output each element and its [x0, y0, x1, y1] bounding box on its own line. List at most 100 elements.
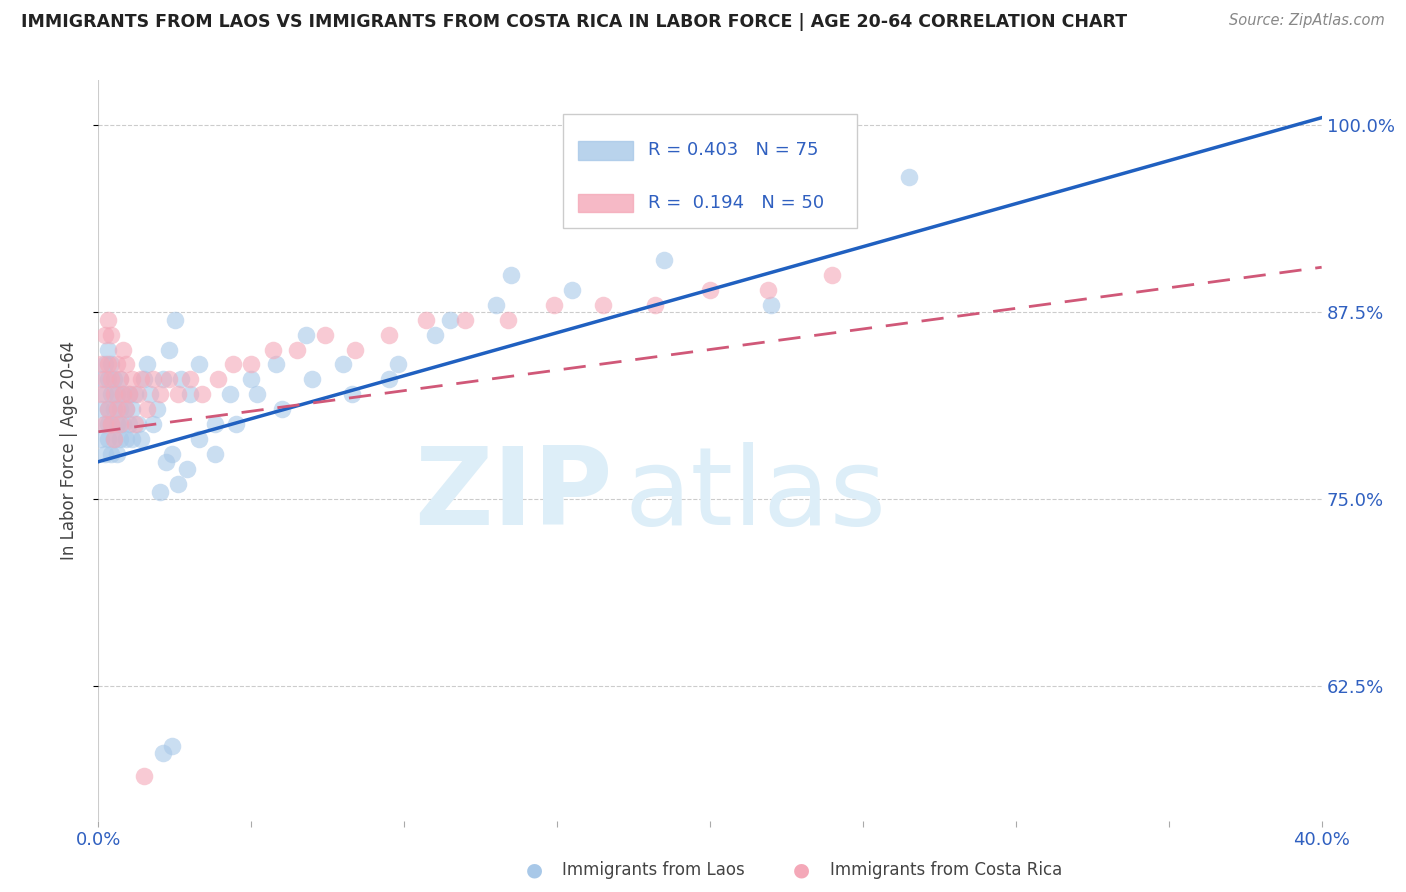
Point [204, 447, 226, 461]
Point [314, 327, 336, 342]
Point [652, 252, 675, 267]
Point [127, 387, 149, 401]
Point [93, 417, 115, 432]
Point [222, 358, 245, 372]
Point [93, 372, 115, 386]
Point [179, 372, 201, 386]
Text: Source: ZipAtlas.com: Source: ZipAtlas.com [1229, 13, 1385, 29]
Point [93, 417, 115, 432]
Point [100, 417, 122, 432]
Point [344, 343, 367, 357]
Point [108, 372, 131, 386]
Text: ●: ● [526, 860, 543, 880]
Point [152, 372, 174, 386]
Point [561, 283, 583, 297]
Point [188, 432, 211, 446]
Point [167, 387, 190, 401]
Point [219, 387, 242, 401]
Point [111, 417, 134, 432]
Point [97, 372, 120, 386]
Point [93, 327, 115, 342]
Point [179, 387, 201, 401]
Point [285, 343, 308, 357]
Point [118, 417, 141, 432]
Point [240, 372, 263, 386]
Point [115, 402, 138, 417]
Point [439, 312, 461, 326]
Point [118, 387, 141, 401]
Point [295, 327, 318, 342]
Point [157, 343, 180, 357]
Point [90, 387, 112, 401]
Point [103, 372, 125, 386]
Point [378, 372, 401, 386]
Point [121, 372, 143, 386]
Point [191, 387, 214, 401]
Point [100, 372, 122, 386]
Point [270, 402, 292, 417]
Point [163, 312, 186, 326]
Point [121, 432, 143, 446]
FancyBboxPatch shape [564, 113, 856, 228]
Point [97, 432, 120, 446]
Point [501, 268, 523, 282]
Point [103, 432, 125, 446]
Point [157, 372, 180, 386]
Point [264, 358, 287, 372]
Point [105, 387, 128, 401]
Point [142, 372, 165, 386]
Point [496, 312, 519, 326]
Point [103, 387, 125, 401]
Point [167, 477, 190, 491]
Point [111, 343, 134, 357]
Point [105, 402, 128, 417]
Point [387, 358, 409, 372]
Point [423, 327, 446, 342]
Point [152, 747, 174, 761]
Point [90, 372, 112, 386]
Point [415, 312, 437, 326]
Text: atlas: atlas [624, 442, 886, 548]
Point [543, 298, 565, 312]
Text: R =  0.194   N = 50: R = 0.194 N = 50 [648, 194, 824, 212]
Point [592, 298, 614, 312]
Text: R = 0.403   N = 75: R = 0.403 N = 75 [648, 141, 818, 160]
Point [111, 387, 134, 401]
Text: Immigrants from Costa Rica: Immigrants from Costa Rica [830, 861, 1062, 879]
Point [121, 402, 143, 417]
Point [204, 417, 226, 432]
Point [115, 358, 138, 372]
Point [160, 739, 183, 753]
Point [90, 432, 112, 446]
Point [93, 358, 115, 372]
Point [108, 372, 131, 386]
Point [188, 358, 211, 372]
Point [97, 402, 120, 417]
Point [103, 402, 125, 417]
Y-axis label: In Labor Force | Age 20-64: In Labor Force | Age 20-64 [59, 341, 77, 560]
Point [97, 358, 120, 372]
Point [454, 312, 477, 326]
Point [111, 387, 134, 401]
Point [136, 402, 159, 417]
Point [108, 417, 131, 432]
Point [160, 447, 183, 461]
Point [139, 387, 162, 401]
Point [756, 283, 779, 297]
Point [246, 387, 269, 401]
Point [105, 447, 128, 461]
Point [332, 358, 354, 372]
Point [90, 402, 112, 417]
Point [225, 417, 247, 432]
Point [644, 298, 666, 312]
Point [124, 417, 146, 432]
Point [100, 387, 122, 401]
Text: Immigrants from Laos: Immigrants from Laos [562, 861, 745, 879]
Point [108, 402, 131, 417]
Point [145, 402, 167, 417]
Point [378, 327, 401, 342]
Point [207, 372, 229, 386]
Point [134, 769, 156, 783]
Point [129, 432, 152, 446]
Point [108, 432, 131, 446]
